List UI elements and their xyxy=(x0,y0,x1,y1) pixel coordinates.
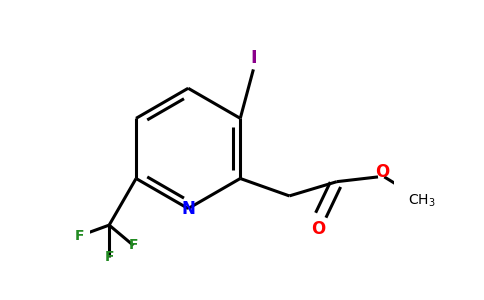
Text: F: F xyxy=(105,250,114,264)
Text: F: F xyxy=(75,229,84,243)
Text: F: F xyxy=(129,238,138,253)
Text: O: O xyxy=(375,163,389,181)
Text: O: O xyxy=(311,220,325,238)
Text: N: N xyxy=(181,200,195,217)
Text: I: I xyxy=(250,49,257,67)
Text: CH$_3$: CH$_3$ xyxy=(408,193,436,209)
